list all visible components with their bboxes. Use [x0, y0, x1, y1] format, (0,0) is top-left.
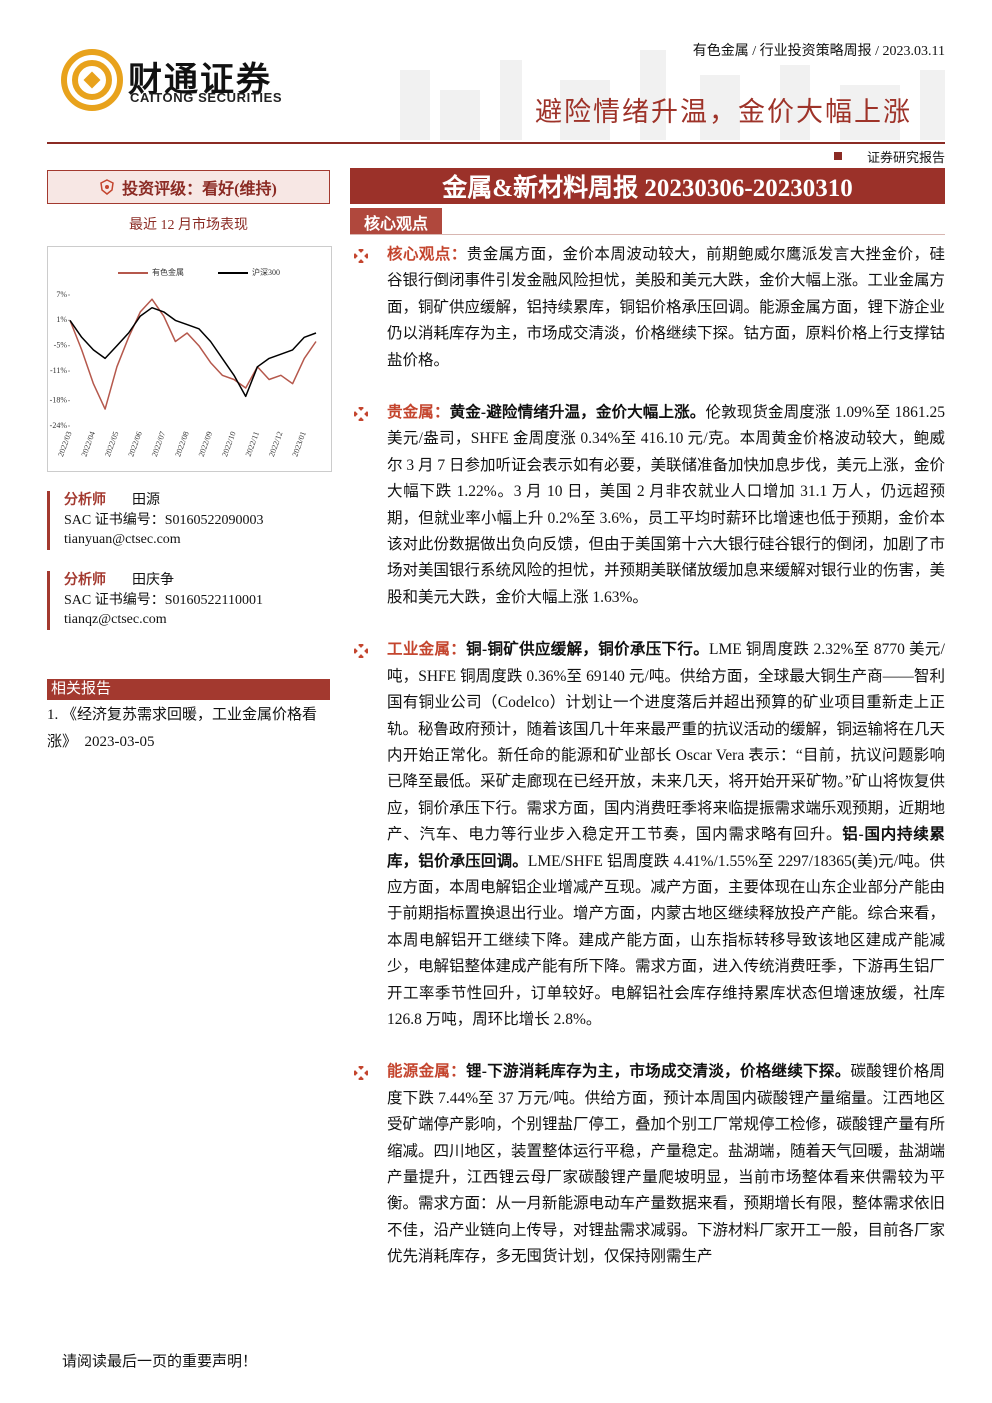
bullet-dot [354, 411, 358, 417]
y-tick-label: 1% [56, 315, 67, 324]
y-tick-label: -11% [50, 366, 67, 375]
bold-text: 黄金-避险情绪升温，金价大幅上涨。 [449, 404, 706, 422]
breadcrumb: 有色金属 / 行业投资策略周报 / 2023.03.11 [692, 44, 945, 59]
x-tick-label: 2022/06 [126, 430, 143, 458]
x-tick-label: 2022/11 [244, 430, 261, 457]
chart-caption: 最近 12 月市场表现 [129, 218, 248, 233]
report-type: 证券研究报告 [866, 150, 945, 165]
bullet-icon [354, 1066, 368, 1081]
bullet-dot [354, 648, 358, 655]
x-tick-label: 2022/12 [267, 430, 284, 458]
x-tick-label: 2022/04 [80, 430, 97, 458]
bullet-dot [358, 644, 364, 649]
analyst-sac: SAC 证书编号：S0160522110001 [64, 592, 264, 608]
paragraph-label: 工业金属： [387, 641, 467, 659]
shield-icon [100, 179, 114, 195]
text: LME 铜周度跌 2.32%至 8770 美元/吨，SHFE 铜周度跌 0.36… [387, 641, 946, 844]
analyst: 分析师 田源 SAC 证书编号：S0160522090003 tianyuan@cts… [47, 491, 330, 550]
analyst-line: 分析师 田源 [64, 491, 330, 511]
paragraph: 能源金属：锂-下游消耗库存为主，市场成交清淡，价格继续下探。碳酸锂价格周度下跌 … [352, 1059, 945, 1270]
bullet-dot [354, 253, 358, 259]
analyst-line: 分析师 田庆争 [64, 571, 330, 591]
bullet-dot [364, 253, 368, 259]
text: LME/SHFE 铝周度跌 4.41%/1.55%至 2297/18365(美)… [387, 852, 946, 1028]
x-tick-label: 2022/10 [220, 430, 237, 458]
analyst-email: tianyuan@ctsec.com [64, 532, 181, 547]
bullet-icon [354, 644, 368, 659]
chart: 7% 1% -5% -11% -18% -24%2022/03 2022/04 2022/05… [47, 246, 332, 472]
tab-rule [350, 234, 945, 235]
bullet-dot [358, 249, 364, 253]
square-icon [834, 152, 842, 160]
bullet-dot [358, 1076, 364, 1081]
text: 贵金属方面，金价本周波动较大，前期鲍威尔鹰派发言大挫金价，硅谷银行倒闭事件引发金… [387, 246, 946, 369]
header-background [61, 49, 945, 140]
x-tick-label: 2022/05 [103, 430, 120, 458]
x-tick-label: 2022/08 [173, 430, 190, 458]
x-tick-label: 2022/09 [197, 430, 214, 458]
bold-text: 铝-国内持续累库，铝价承压回调。 [387, 826, 945, 870]
x-tick-label: 2022/07 [150, 430, 167, 458]
legend-label: 沪深300 [252, 267, 280, 277]
related-item: 1. 《经济复苏需求回暖，工业金属价格看涨》 2023-03-05 [47, 707, 318, 750]
x-tick-label: 2022/03 [56, 430, 73, 458]
paragraphs: 核心观点：贵金属方面，金价本周波动较大，前期鲍威尔鹰派发言大挫金价，硅谷银行倒闭… [352, 242, 945, 1297]
analyst-sac: SAC 证书编号：S0160522090003 [64, 512, 264, 528]
bullet-dot [364, 648, 368, 655]
skyline [400, 50, 945, 140]
bullet-dot [364, 1070, 368, 1077]
bullet-icon [354, 249, 368, 263]
related-title: 相关报告 [47, 679, 330, 700]
analyst-name: 田庆争 [132, 573, 174, 588]
brand: 财通证券 [128, 60, 272, 100]
paragraph-label: 贵金属： [387, 404, 450, 422]
paragraph: 工业金属：铜-铜矿供应缓解，铜价承压下行。LME 铜周度跌 2.32%至 877… [352, 637, 945, 1033]
analyst: 分析师 田庆争 SAC 证书编号：S0160522110001 tianqz@ctse… [47, 571, 330, 630]
paragraph-label: 能源金属： [387, 1063, 466, 1081]
bullet-dot [354, 1070, 358, 1077]
y-tick-label: -5% [54, 341, 68, 350]
series-line [69, 306, 317, 398]
headline: 避险情绪升温，金价大幅上涨 [535, 97, 912, 127]
logo [61, 49, 123, 111]
y-tick-label: -24% [50, 421, 68, 430]
analyst-label: 分析师 [64, 493, 106, 508]
text: 碳酸锂价格周度下跌 7.44%至 37 万元/吨。供给方面，预计本周国内碳酸锂产… [387, 1063, 946, 1266]
legend-label: 有色金属 [152, 267, 184, 277]
section-tab: 核心观点 [350, 208, 442, 235]
series-line [69, 298, 317, 410]
bold-text: 锂-下游消耗库存为主，市场成交清淡，价格继续下探。 [465, 1063, 851, 1081]
bullet-dot [358, 654, 364, 659]
analyst-label: 分析师 [64, 573, 106, 588]
paragraph: 贵金属：黄金-避险情绪升温，金价大幅上涨。伦敦现货金周度涨 1.09%至 186… [352, 400, 945, 611]
rating: 投资评级：看好(维持) [122, 181, 277, 198]
y-tick-label: -18% [50, 395, 68, 404]
analyst-email: tianqz@ctsec.com [64, 612, 167, 627]
brand-en: CAITONG SECURITIES [130, 90, 283, 105]
footer: 请阅读最后一页的重要声明！ [62, 1354, 258, 1370]
x-tick-label: 2023/01 [290, 430, 307, 458]
rating-box: 投资评级：看好(维持) [47, 170, 330, 204]
paragraph: 核心观点：贵金属方面，金价本周波动较大，前期鲍威尔鹰派发言大挫金价，硅谷银行倒闭… [352, 242, 945, 374]
header-rule [47, 142, 945, 144]
analyst-name: 田源 [132, 493, 160, 508]
y-tick-label: 7% [56, 290, 67, 299]
paragraph-label: 核心观点： [387, 246, 467, 263]
bullet-dot [364, 411, 368, 417]
bullet-dot [358, 1066, 364, 1071]
bold-text: 铜-铜矿供应缓解，铜价承压下行。 [466, 641, 710, 659]
related-list: 1. 《经济复苏需求回暖，工业金属价格看涨》 2023-03-05 [47, 702, 330, 756]
text: 伦敦现货金周度涨 1.09%至 1861.25 美元/盎司，SHFE 金周度涨 … [387, 404, 946, 606]
bullet-icon [354, 407, 368, 422]
bullet-dot [358, 417, 364, 422]
bullet-dot [358, 407, 364, 411]
bullet-dot [358, 259, 364, 263]
report-title: 金属&新材料周报 20230306-20230310 [350, 168, 945, 204]
